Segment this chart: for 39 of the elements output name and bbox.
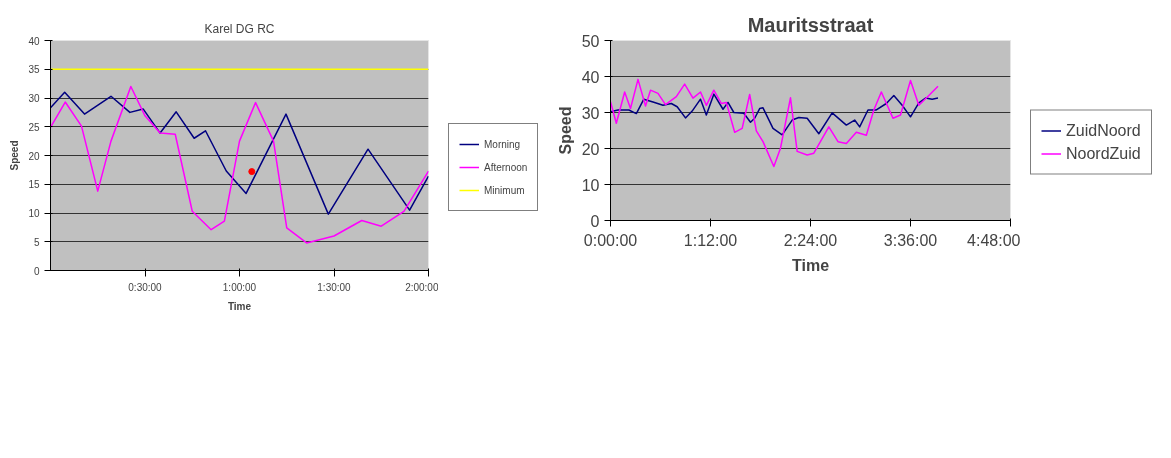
x-axis-title: Time — [791, 256, 830, 274]
x-tick-label: 1:30:00 — [317, 281, 352, 293]
line-series — [50, 91, 429, 215]
y-tick-label: 0 — [33, 265, 40, 277]
x-tick-label: 0:00:00 — [583, 231, 638, 249]
x-tick-label: 2:00:00 — [405, 281, 439, 293]
y-tick-label: 30 — [581, 104, 600, 122]
line-series — [610, 78, 939, 168]
y-tick-label: 5 — [33, 236, 40, 248]
chart-title: Mauritsstraat — [747, 13, 874, 36]
y-tick-label: 40 — [28, 35, 40, 47]
y-tick-label: 10 — [581, 176, 600, 194]
x-tick-label: 1:00:00 — [222, 281, 257, 293]
y-tick-label: 40 — [581, 68, 600, 86]
y-tick-label: 20 — [581, 140, 600, 158]
legend-label: NoordZuid — [1066, 144, 1141, 163]
y-tick-label: 0 — [590, 212, 600, 230]
x-tick-label: 4:48:00 — [967, 231, 1021, 249]
x-tick-label: 1:12:00 — [683, 231, 738, 249]
y-tick-label: 15 — [28, 179, 40, 191]
legend-label: Afternoon — [484, 161, 528, 173]
y-tick-label: 10 — [28, 208, 40, 219]
x-tick-label: 0:30:00 — [128, 281, 163, 293]
line-series — [50, 85, 429, 244]
chart-title: Karel DG RC — [204, 21, 275, 36]
x-tick-label: 2:24:00 — [783, 231, 838, 249]
x-axis-title: Time — [227, 300, 252, 312]
y-axis-title: Speed — [9, 140, 21, 171]
y-tick-label: 30 — [28, 93, 40, 104]
y-tick-label: 50 — [581, 32, 600, 50]
y-axis-title: Speed — [556, 106, 574, 155]
legend-label: ZuidNoord — [1066, 121, 1141, 140]
line-series — [610, 93, 939, 136]
legend-label: Minimum — [484, 184, 525, 196]
y-tick-label: 35 — [28, 64, 40, 76]
y-tick-label: 20 — [28, 150, 40, 162]
legend-label: Morning — [484, 138, 521, 150]
x-tick-label: 3:36:00 — [883, 231, 938, 249]
y-tick-label: 25 — [28, 121, 40, 133]
